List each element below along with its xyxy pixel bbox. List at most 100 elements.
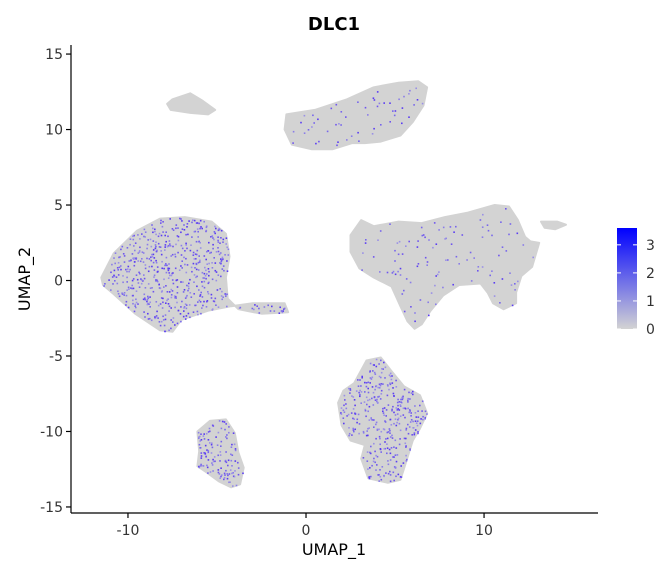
cluster-bottom-left-cluster <box>196 418 245 489</box>
expression-point <box>156 266 159 268</box>
expression-point <box>238 307 241 309</box>
expression-point <box>398 240 401 243</box>
expression-point <box>379 437 381 440</box>
expression-point <box>370 475 372 478</box>
expression-point <box>514 289 516 291</box>
expression-point <box>369 467 371 469</box>
expression-point <box>373 396 376 399</box>
expression-point <box>283 308 285 310</box>
expression-point <box>154 316 156 318</box>
expression-point <box>233 443 236 446</box>
expression-point <box>354 412 356 415</box>
expression-point <box>222 238 225 241</box>
expression-point <box>180 218 182 220</box>
legend-colorbar <box>617 228 637 329</box>
expression-point <box>379 469 381 471</box>
expression-point <box>362 252 364 254</box>
expression-point <box>203 286 206 289</box>
expression-point <box>161 260 163 263</box>
expression-point <box>206 273 208 275</box>
expression-point <box>450 243 453 245</box>
expression-point <box>133 258 135 260</box>
expression-point <box>361 269 363 271</box>
expression-point <box>215 251 218 253</box>
expression-point <box>162 221 164 223</box>
expression-point <box>360 402 362 404</box>
expression-point <box>383 428 386 431</box>
expression-point <box>346 139 348 141</box>
expression-point <box>342 409 345 412</box>
expression-point <box>222 241 224 243</box>
expression-point <box>205 226 208 229</box>
expression-point <box>188 282 190 285</box>
expression-point <box>183 307 185 309</box>
expression-point <box>340 124 342 126</box>
expression-point <box>203 452 205 454</box>
expression-point <box>127 286 130 289</box>
expression-point <box>417 432 419 435</box>
expression-point <box>205 306 208 308</box>
expression-point <box>399 438 401 440</box>
expression-point <box>424 410 427 413</box>
expression-point <box>117 293 120 295</box>
expression-point <box>378 428 380 431</box>
expression-point <box>103 285 105 287</box>
expression-point <box>455 255 458 258</box>
expression-point <box>204 444 207 447</box>
expression-point <box>197 269 200 271</box>
expression-point <box>366 430 368 432</box>
expression-point <box>385 438 387 440</box>
expression-point <box>144 298 147 301</box>
expression-point <box>384 377 386 379</box>
expression-point <box>493 295 496 297</box>
expression-point <box>416 265 419 268</box>
expression-point <box>389 432 391 434</box>
expression-point <box>362 432 365 434</box>
expression-point <box>167 268 169 271</box>
expression-point <box>166 245 169 248</box>
expression-point <box>129 238 132 240</box>
expression-point <box>217 250 220 253</box>
expression-point <box>410 412 412 414</box>
expression-point <box>384 420 386 422</box>
expression-point <box>220 262 222 265</box>
expression-point <box>149 296 151 298</box>
expression-point <box>481 226 484 228</box>
cluster-body <box>283 80 429 151</box>
expression-point <box>168 291 171 293</box>
expression-point <box>142 298 145 301</box>
expression-point <box>218 473 221 475</box>
expression-point <box>315 142 317 145</box>
expression-point <box>214 225 216 228</box>
expression-point <box>117 274 120 276</box>
expression-point <box>253 308 255 311</box>
expression-point <box>395 386 398 388</box>
x-tick-label: 10 <box>475 523 493 539</box>
expression-point <box>181 300 183 303</box>
expression-point <box>300 121 302 124</box>
expression-point <box>491 234 493 237</box>
expression-point <box>380 389 383 392</box>
expression-point <box>168 310 170 312</box>
expression-point <box>380 393 383 395</box>
expression-point <box>435 303 437 306</box>
expression-point <box>215 279 218 282</box>
expression-point <box>116 267 119 269</box>
expression-point <box>422 418 424 421</box>
expression-point <box>195 262 198 265</box>
expression-point <box>159 324 162 327</box>
expression-point <box>165 285 167 287</box>
expression-point <box>224 474 226 476</box>
expression-point <box>219 477 221 479</box>
expression-point <box>163 324 166 327</box>
expression-point <box>186 294 188 297</box>
expression-point <box>155 245 157 248</box>
expression-point <box>193 281 195 283</box>
expression-point <box>175 279 178 282</box>
expression-point <box>509 223 512 225</box>
expression-point <box>410 306 412 308</box>
expression-point <box>187 312 190 315</box>
expression-point <box>217 471 220 474</box>
expression-point <box>138 250 141 252</box>
expression-point <box>164 330 166 333</box>
